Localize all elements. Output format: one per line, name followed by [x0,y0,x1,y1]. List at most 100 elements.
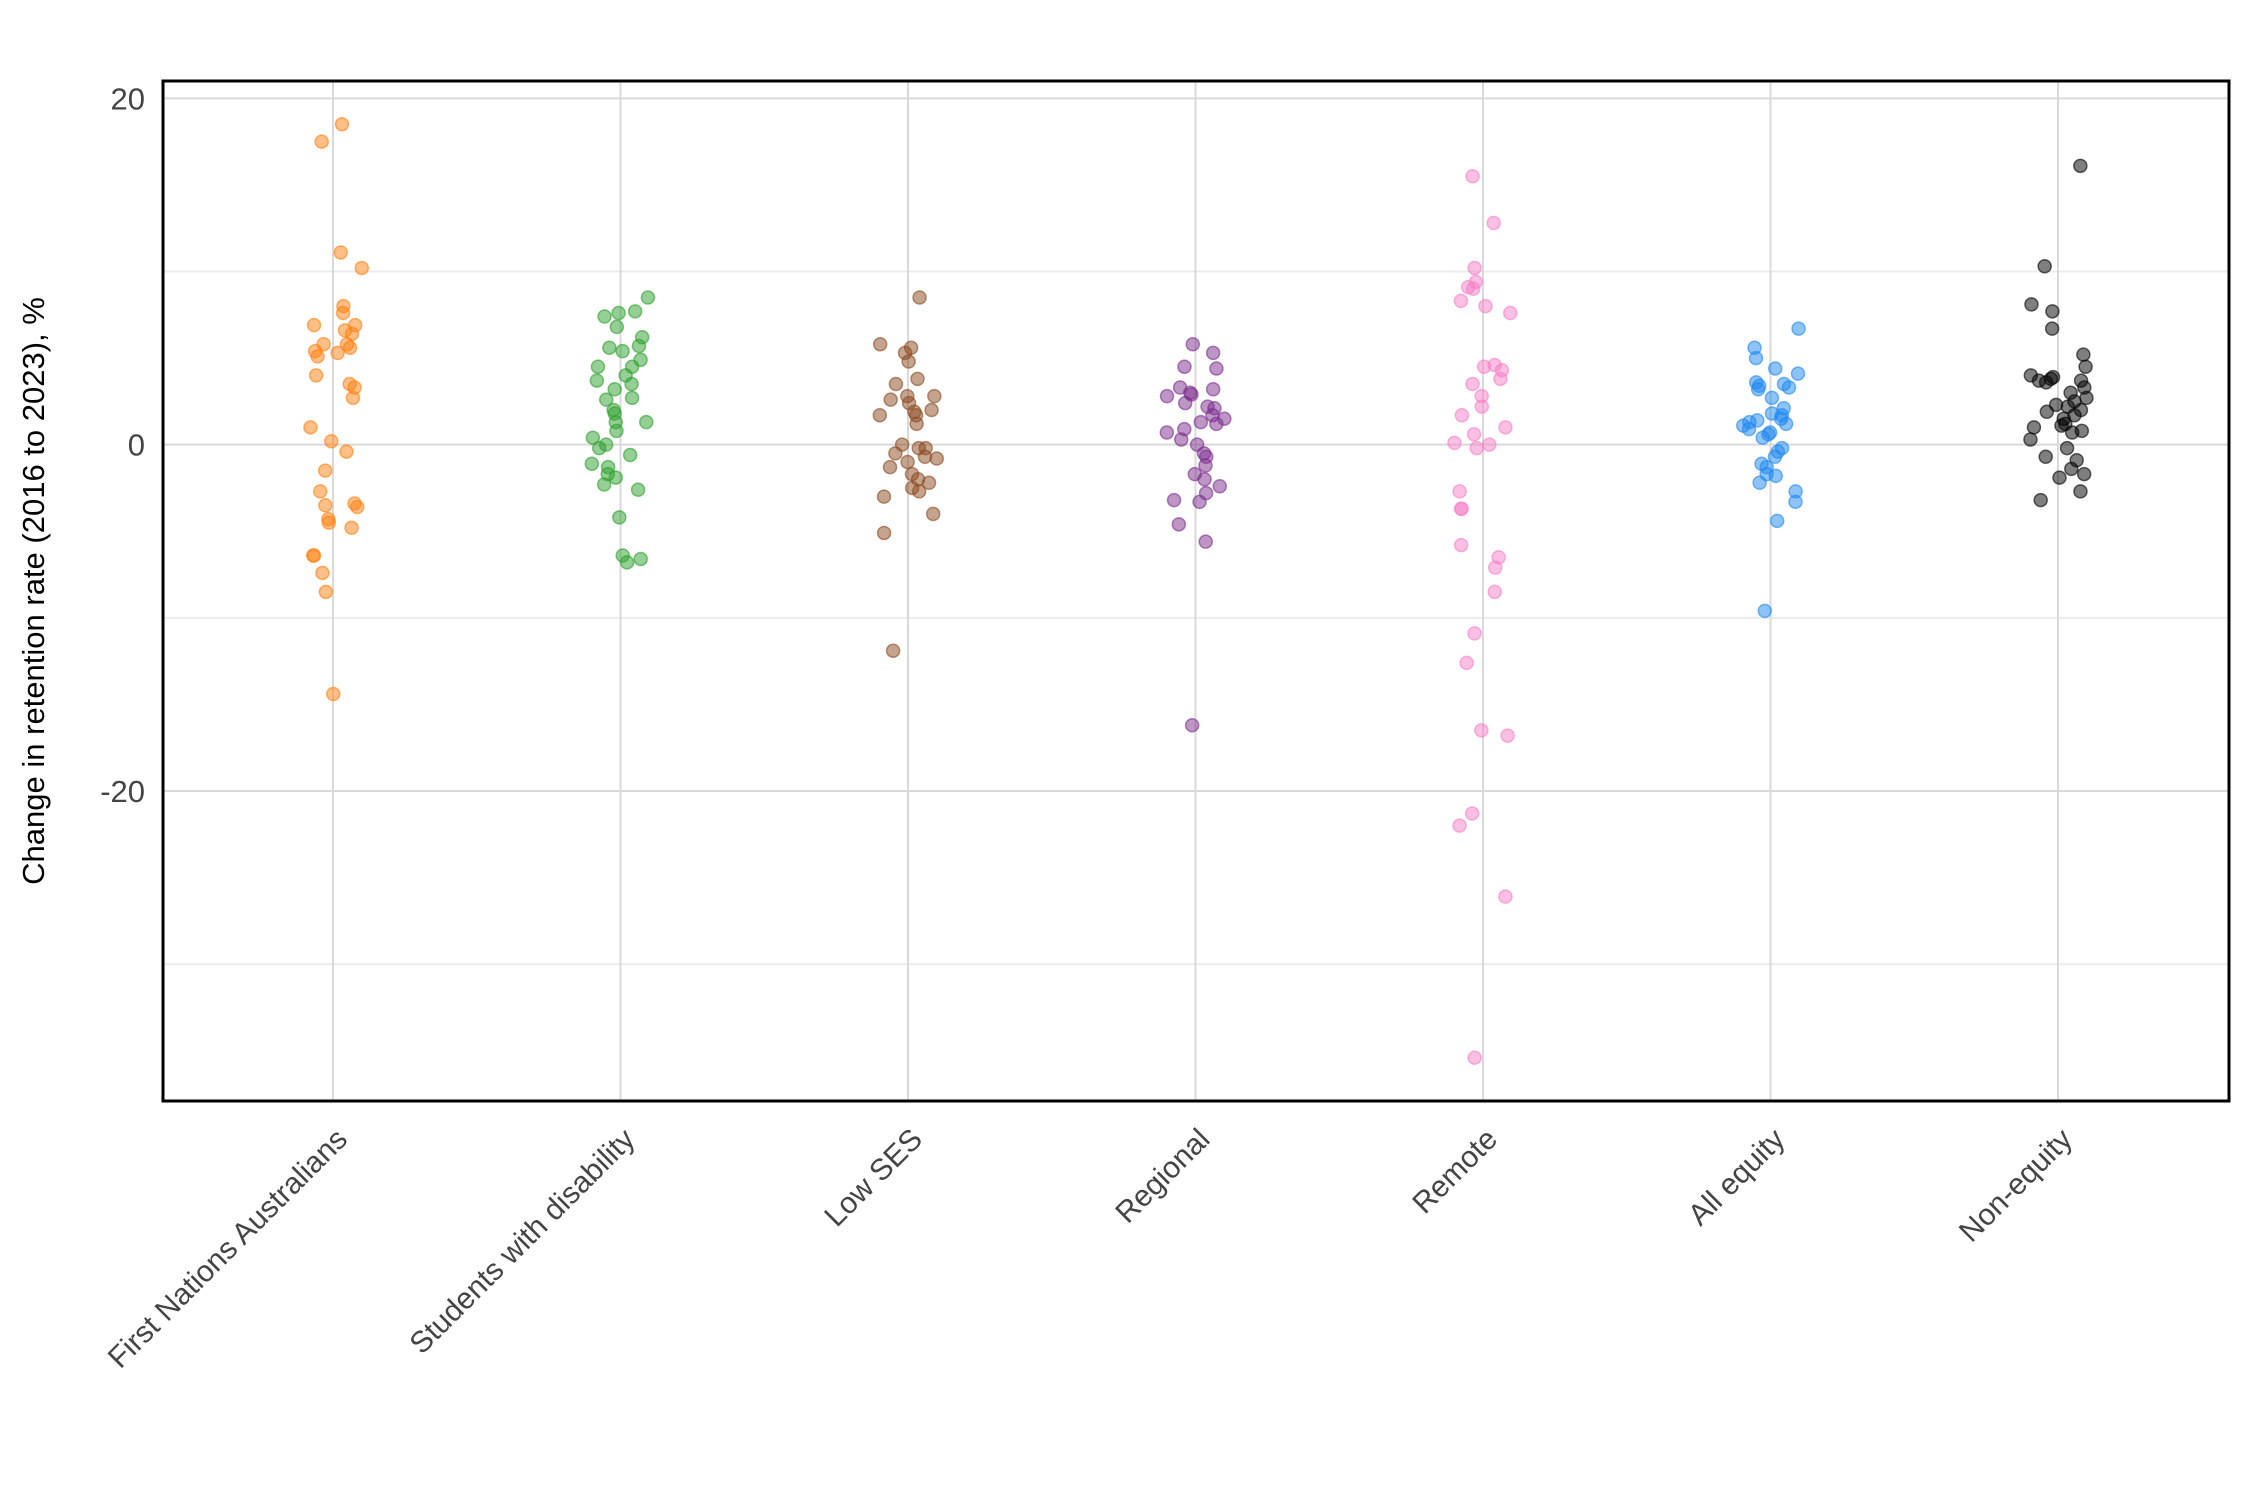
data-point [1209,361,1224,376]
data-point [1502,305,1518,321]
data-point [876,525,892,541]
data-point [640,290,656,305]
data-point [1205,345,1221,361]
data-point [1173,432,1189,447]
data-point [324,433,339,449]
data-point [911,484,927,499]
data-point [924,402,939,418]
data-point [315,565,330,581]
data-point [883,392,898,407]
data-point [1752,475,1767,491]
data-point [885,643,901,658]
data-point [1478,298,1493,314]
data-point [318,498,333,513]
data-point [1454,407,1470,423]
data-point [929,451,944,466]
data-point [1781,380,1797,395]
data-point [609,319,625,335]
data-point [1467,260,1482,276]
data-point [609,423,624,439]
data-point [624,376,639,392]
data-point [1493,371,1508,387]
data-point [2076,466,2092,482]
data-point [1177,359,1192,374]
data-point [602,340,617,355]
series-first-nations-australians [303,117,370,702]
data-point [1171,517,1187,532]
data-point [2052,470,2067,485]
data-point [1755,430,1770,445]
data-point [1453,293,1469,309]
data-point [888,446,903,461]
data-point [925,506,941,522]
data-point [2033,492,2048,508]
data-point [1466,427,1482,442]
series-remote [1447,168,1518,1065]
data-point [1498,889,1513,904]
data-point [303,420,318,435]
data-point [912,290,927,305]
grid-lines [163,81,2229,1101]
data-point [1767,449,1783,465]
data-point [909,416,924,432]
data-point [326,686,341,702]
data-point [1757,603,1773,619]
data-point [1177,395,1193,411]
series-students-with-disability [584,290,656,570]
data-point [2045,304,2060,319]
data-point [1465,281,1481,297]
data-point [334,117,350,132]
data-point [612,510,627,525]
data-point [910,371,925,387]
data-point [1185,336,1201,352]
x-tick-label: Non-equity [1953,1123,2079,1249]
x-tick-label: Low SES [818,1123,929,1234]
data-point [598,392,614,407]
data-point [1465,168,1480,184]
data-point [608,470,623,485]
data-point [622,447,638,463]
data-point [1452,484,1467,499]
data-point [1469,440,1484,456]
data-point [590,359,606,374]
data-point [2073,484,2088,499]
data-point [2037,259,2052,274]
data-point [1768,468,1783,484]
data-point [310,349,325,364]
series-regional [1159,336,1232,733]
data-point [1790,366,1806,381]
x-tick-label: Students with disability [404,1123,642,1361]
data-point [1748,350,1764,366]
data-point [1184,717,1200,733]
data-point [1192,494,1207,510]
data-point [1487,560,1503,575]
x-tick-label: All equity [1682,1123,1791,1232]
data-point [1750,382,1766,397]
x-tick-label: Remote [1406,1123,1504,1221]
data-point [317,463,333,478]
data-point [1459,655,1474,671]
data-point [619,555,635,570]
data-point [2076,347,2091,362]
data-points [303,117,2094,1065]
y-tick-label: 0 [128,428,145,463]
series-low-ses [872,290,944,658]
data-point [627,304,643,319]
data-point [347,496,362,511]
data-point [312,484,328,499]
data-point [1453,537,1469,553]
data-point [1453,501,1469,516]
data-point [882,459,898,475]
data-point [639,414,654,430]
data-point [306,317,322,333]
data-point [2079,390,2094,406]
data-point [615,343,630,359]
data-point [921,475,937,491]
data-point [339,444,354,459]
data-point [1764,390,1780,406]
data-point [876,489,892,504]
x-tick-label: Regional [1109,1123,1216,1230]
y-tick-label: 20 [111,81,145,116]
data-point [1487,584,1503,600]
